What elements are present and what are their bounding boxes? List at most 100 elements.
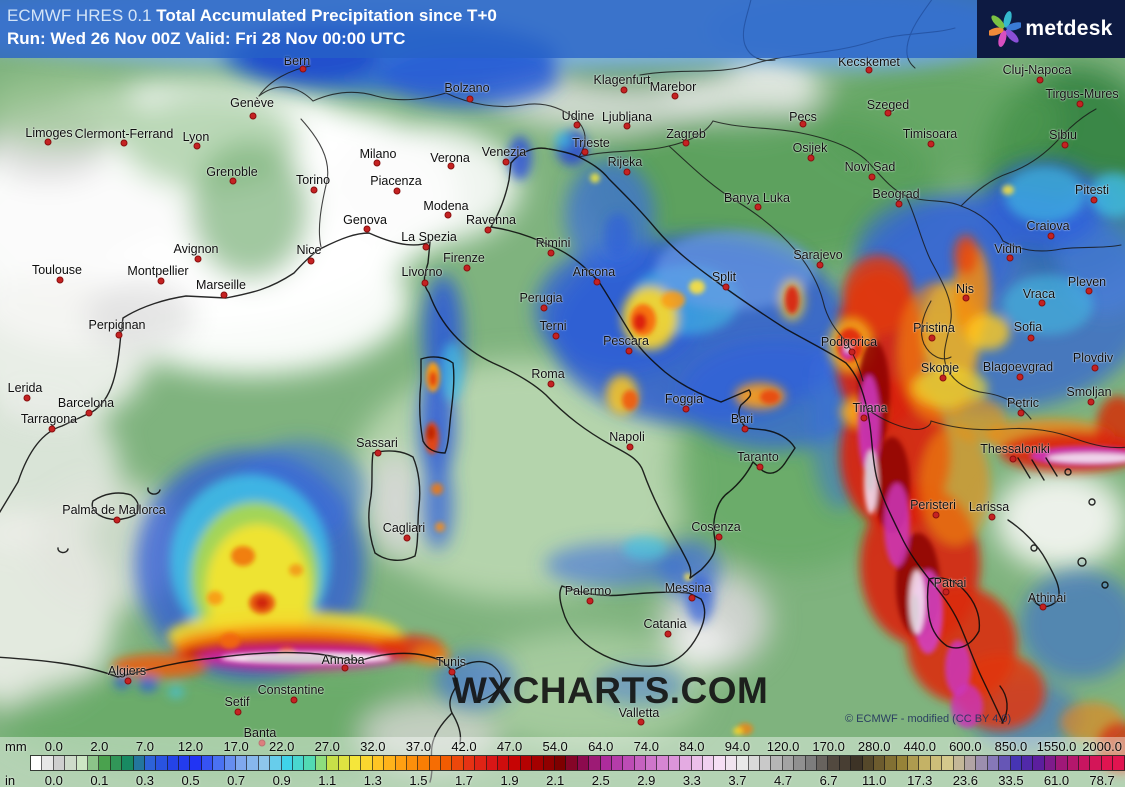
legend-in-value: 3.3: [682, 772, 701, 787]
city-label: Torino: [295, 173, 331, 187]
city-dot: [932, 511, 940, 519]
legend-in-value: 4.7: [774, 772, 793, 787]
city-label: Skopje: [920, 361, 960, 375]
city-label: Firenze: [443, 251, 485, 265]
city-label: Perugia: [519, 291, 563, 305]
colorbar-cell: [987, 756, 1000, 770]
city-dot: [234, 708, 242, 716]
colorbar-cell: [315, 756, 328, 770]
metdesk-wordmark: metdesk: [1025, 17, 1113, 40]
colorbar-cell: [475, 756, 487, 770]
city-label: Valletta: [618, 706, 660, 720]
city-label: Sofia: [1013, 320, 1043, 334]
legend-mm-value: 94.0: [724, 738, 751, 754]
city-dot: [623, 122, 631, 130]
city-dot: [44, 138, 52, 146]
colorbar-cell: [327, 756, 339, 770]
city-dot: [448, 668, 456, 676]
city-label: Milano: [359, 147, 397, 161]
colorbar-cell: [167, 756, 180, 770]
city-dot: [1091, 364, 1099, 372]
city-dot: [741, 425, 749, 433]
city-dot: [884, 109, 892, 117]
city-label: Palma de Mallorca: [62, 503, 166, 517]
city-label: Plovdiv: [1072, 351, 1114, 365]
colorbar-cell: [611, 756, 624, 770]
chart-title-line: ECMWF HRES 0.1 Total Accumulated Precipi…: [7, 5, 977, 27]
city-label: Pecs: [789, 110, 817, 124]
city-label: Foggia: [664, 392, 704, 406]
city-label: Ravenna: [465, 213, 517, 227]
city-label: Roma: [531, 367, 565, 381]
legend-mm-value: 84.0: [679, 738, 705, 754]
city-dot: [586, 597, 594, 605]
colorbar-cell: [965, 756, 977, 770]
city-label: Vidin: [994, 242, 1022, 256]
city-dot: [547, 249, 555, 257]
colorbar-cell: [42, 756, 54, 770]
legend-in-value: 17.3: [907, 772, 933, 787]
colorbar-cell: [1044, 756, 1057, 770]
city-dot: [1039, 603, 1047, 611]
city-label: Avignon: [173, 242, 219, 256]
colorbar-cell: [156, 756, 168, 770]
city-label: Timisoara: [902, 127, 958, 141]
city-dot: [664, 630, 672, 638]
legend-mm-value: 2000.0: [1082, 738, 1122, 754]
city-label: Genova: [343, 213, 387, 227]
city-dot: [403, 534, 411, 542]
legend-in-value: 23.6: [952, 772, 978, 787]
colorbar-cell: [999, 756, 1011, 770]
city-label: Palermo: [564, 584, 612, 598]
model-name: ECMWF HRES 0.1: [7, 6, 152, 25]
colorbar-cell: [463, 756, 476, 770]
legend-mm-unit: mm: [5, 738, 27, 754]
legend-in-value: 1.9: [500, 772, 519, 787]
city-label: Cluj-Napoca: [1002, 63, 1072, 77]
city-label: Cagliari: [382, 521, 426, 535]
city-label: Thessaloniki: [980, 442, 1050, 456]
city-label: Osijek: [792, 141, 828, 155]
city-dot: [1036, 76, 1044, 84]
colorbar-cell: [224, 756, 237, 770]
city-label: Petric: [1007, 396, 1039, 410]
city-dot: [928, 334, 936, 342]
city-dot: [193, 142, 201, 150]
legend-mm-value: 32.0: [360, 738, 386, 754]
colorbar-cell: [532, 756, 544, 770]
city-label: Catania: [643, 617, 687, 631]
colorbar-cell: [782, 756, 795, 770]
city-label: Lerida: [7, 381, 43, 395]
colorbar-cell: [760, 756, 772, 770]
colorbar-cell: [919, 756, 931, 770]
colorbar-cell: [509, 756, 521, 770]
colorbar-cell: [554, 756, 567, 770]
city-label: Barcelona: [57, 396, 115, 410]
colorbar-cell: [395, 756, 407, 770]
legend-in-value: 61.0: [1043, 772, 1070, 787]
colorbar-cell: [338, 756, 350, 770]
colorbar-cell: [304, 756, 316, 770]
city-dot: [1076, 100, 1084, 108]
colorbar-cell: [361, 756, 373, 770]
city-dot: [120, 139, 128, 147]
city-dot: [868, 173, 876, 181]
city-dot: [1090, 196, 1098, 204]
colorbar-cell: [87, 756, 100, 770]
pinwheel-petal: [1005, 29, 1019, 43]
legend-mm-value: 2.0: [90, 738, 109, 754]
colorbar-cell: [384, 756, 396, 770]
city-label: Tirgus-Mures: [1045, 87, 1119, 101]
colorbar-cell: [1067, 756, 1079, 770]
legend-mm-value: 440.0: [903, 738, 937, 754]
chart-title: Total Accumulated Precipitation since T+…: [156, 6, 497, 25]
colorbar-cell: [201, 756, 214, 770]
colorbar-cell: [179, 756, 191, 770]
legend-in-value: 2.9: [637, 772, 656, 787]
legend-in-value: 11.0: [862, 772, 887, 787]
city-label: Sarajevo: [793, 248, 843, 262]
colorbar-cell: [258, 756, 271, 770]
city-label: Limoges: [25, 126, 73, 140]
legend-in-value: 0.7: [227, 772, 246, 787]
city-dot: [48, 425, 56, 433]
